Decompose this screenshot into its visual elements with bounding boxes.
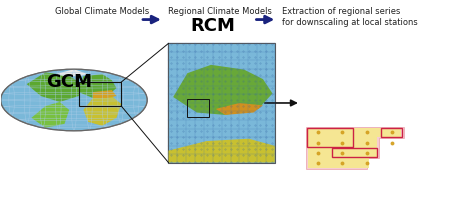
- Text: Extraction of regional series
for downscaling at local stations: Extraction of regional series for downsc…: [282, 7, 418, 27]
- Bar: [79, 82, 121, 106]
- Polygon shape: [308, 128, 401, 168]
- Polygon shape: [79, 74, 117, 98]
- Text: GCM: GCM: [46, 73, 92, 91]
- Polygon shape: [55, 69, 88, 76]
- Text: RCM: RCM: [191, 17, 236, 35]
- Bar: [187, 99, 209, 117]
- Polygon shape: [168, 139, 275, 163]
- Circle shape: [0, 69, 147, 131]
- Polygon shape: [216, 103, 263, 115]
- Bar: [332, 148, 377, 157]
- Bar: [308, 128, 353, 147]
- Polygon shape: [93, 90, 117, 98]
- Text: Global Climate Models: Global Climate Models: [55, 7, 149, 16]
- Polygon shape: [27, 72, 83, 102]
- Text: Regional Climate Models: Regional Climate Models: [168, 7, 273, 16]
- Polygon shape: [306, 127, 404, 169]
- Polygon shape: [31, 102, 69, 128]
- Polygon shape: [173, 65, 273, 115]
- Polygon shape: [83, 96, 121, 126]
- Bar: [381, 128, 402, 137]
- Bar: [168, 43, 275, 163]
